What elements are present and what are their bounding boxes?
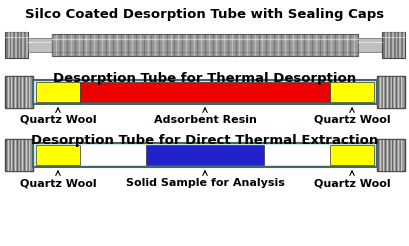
Bar	[5, 139, 33, 171]
Bar	[36, 145, 80, 165]
Bar	[52, 34, 357, 56]
Bar	[80, 82, 329, 102]
Bar	[28, 38, 52, 52]
Bar	[36, 145, 373, 165]
Bar	[33, 80, 376, 104]
Bar	[36, 82, 80, 102]
Text: Solid Sample for Analysis: Solid Sample for Analysis	[125, 178, 284, 188]
Text: Adsorbent Resin: Adsorbent Resin	[153, 115, 256, 125]
Bar	[33, 143, 376, 167]
Text: Silco Coated Desorption Tube with Sealing Caps: Silco Coated Desorption Tube with Sealin…	[25, 8, 384, 21]
Bar	[329, 82, 373, 102]
Bar	[376, 139, 404, 171]
Bar	[5, 32, 28, 58]
Text: Desorption Tube for Thermal Desorption: Desorption Tube for Thermal Desorption	[53, 72, 356, 85]
Text: Desorption Tube for Direct Thermal Extraction: Desorption Tube for Direct Thermal Extra…	[31, 134, 378, 147]
Bar	[146, 145, 263, 165]
Text: Quartz Wool: Quartz Wool	[20, 115, 96, 125]
Bar	[357, 38, 381, 52]
Text: Quartz Wool: Quartz Wool	[313, 178, 389, 188]
Bar	[5, 76, 33, 108]
Bar	[329, 145, 373, 165]
Bar	[376, 76, 404, 108]
Bar	[381, 32, 404, 58]
Text: Quartz Wool: Quartz Wool	[20, 178, 96, 188]
Text: Quartz Wool: Quartz Wool	[313, 115, 389, 125]
